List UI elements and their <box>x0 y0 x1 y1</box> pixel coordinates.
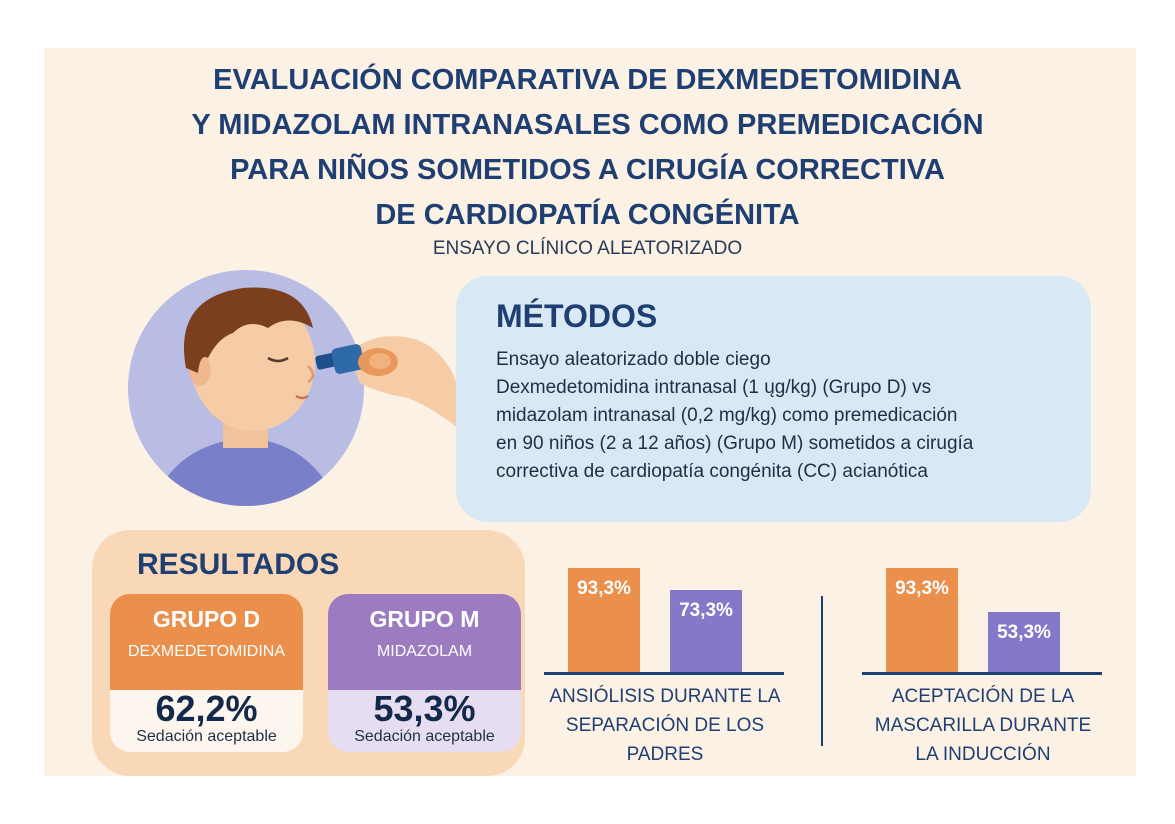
title-line: Y MIDAZOLAM INTRANASALES COMO PREMEDICAC… <box>191 109 984 141</box>
methods-heading: MÉTODOS <box>496 298 658 334</box>
group-m-value: 53,3% <box>373 688 476 729</box>
chart-caption: ACEPTACIÓN DE LA MASCARILLA DURANTE LA IND… <box>838 682 1128 769</box>
group-m-result: 53,3% Sedación aceptable <box>328 690 521 752</box>
bar-value-label: 73,3% <box>679 599 733 621</box>
methods-panel: MÉTODOS Ensayo aleatorizado doble ciego … <box>456 276 1091 522</box>
group-m-drug: MIDAZOLAM <box>376 643 473 660</box>
chart-bar <box>988 612 1060 672</box>
chart-bar <box>886 567 958 672</box>
group-d-name: GRUPO D <box>152 606 261 632</box>
bar-value-label: 53,3% <box>997 622 1051 644</box>
methods-line: Ensayo aleatorizado doble ciego <box>496 349 771 370</box>
chart-bar <box>568 567 640 672</box>
group-m-label: Sedación aceptable <box>354 728 495 745</box>
page-title: EVALUACIÓN COMPARATIVA DE DEXMEDETOMIDIN… <box>0 58 1175 238</box>
chart-caption-line: PADRES <box>626 744 704 765</box>
results-panel: RESULTADOS GRUPO D DEXMEDETOMIDINA 62,2%… <box>92 530 525 776</box>
results-heading: RESULTADOS <box>137 548 340 581</box>
bar-value-label: 93,3% <box>895 577 949 599</box>
title-line: PARA NIÑOS SOMETIDOS A CIRUGÍA CORRECTIV… <box>230 154 945 186</box>
chart-caption-line: LA INDUCCIÓN <box>915 744 1051 765</box>
group-m-header: GRUPO M MIDAZOLAM <box>328 594 521 690</box>
methods-line: Dexmedetomidina intranasal (1 ųg/kg) (Gr… <box>496 377 932 398</box>
title-line: EVALUACIÓN COMPARATIVA DE DEXMEDETOMIDIN… <box>213 64 962 96</box>
group-d-label: Sedación aceptable <box>136 728 277 745</box>
group-m-card: GRUPO M MIDAZOLAM 53,3% Sedación aceptab… <box>328 594 521 752</box>
bar-charts: 93,3% 73,3% ANSIÓLISIS DURANTE LA SEPARACIÓ… <box>530 548 1130 778</box>
methods-line: correctiva de cardiopatía congénita (CC)… <box>496 461 928 482</box>
chart-caption-line: ANSIÓLISIS DURANTE LA <box>549 686 781 707</box>
chart-caption-line: SEPARACIÓN DE LOS <box>565 715 765 736</box>
chart-caption-line: MASCARILLA DURANTE <box>874 715 1092 736</box>
group-d-card: GRUPO D DEXMEDETOMIDINA 62,2% Sedación a… <box>110 594 303 752</box>
chart-divider <box>821 596 823 746</box>
page-subtitle: ENSAYO CLÍNICO ALEATORIZADO <box>432 238 743 259</box>
group-d-value: 62,2% <box>155 688 258 729</box>
chart-baseline <box>862 672 1102 675</box>
bar-value-label: 93,3% <box>577 577 631 599</box>
methods-text: Ensayo aleatorizado doble ciego Dexmedet… <box>496 346 1086 486</box>
title-line: DE CARDIOPATÍA CONGÉNITA <box>375 199 800 231</box>
group-d-result: 62,2% Sedación aceptable <box>110 690 303 752</box>
chart-bar <box>670 589 742 672</box>
methods-line: midazolam intranasal (0,2 mg/kg) como pr… <box>496 405 958 426</box>
chart-caption: ANSIÓLISIS DURANTE LA SEPARACIÓN DE LOS PA… <box>520 682 810 769</box>
chart-baseline <box>544 672 784 675</box>
methods-line: en 90 niños (2 a 12 años) (Grupo M) some… <box>496 433 974 454</box>
chart-caption-line: ACEPTACIÓN DE LA <box>891 686 1075 707</box>
group-d-drug: DEXMEDETOMIDINA <box>127 643 286 660</box>
group-d-header: GRUPO D DEXMEDETOMIDINA <box>110 594 303 690</box>
child-nasal-dropper-icon <box>128 258 458 518</box>
group-m-name: GRUPO M <box>369 606 480 632</box>
